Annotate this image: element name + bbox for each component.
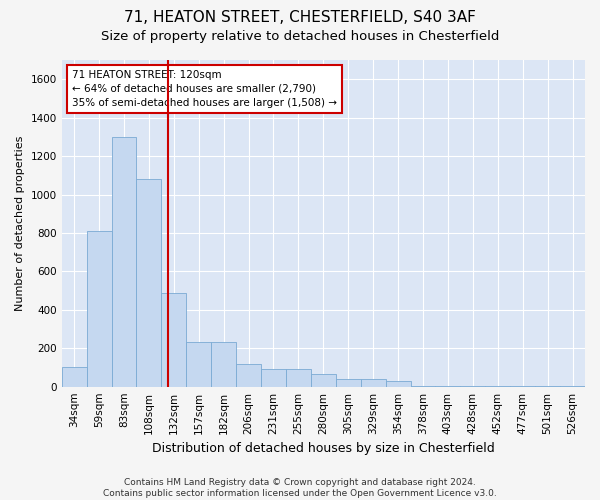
Text: 71 HEATON STREET: 120sqm
← 64% of detached houses are smaller (2,790)
35% of sem: 71 HEATON STREET: 120sqm ← 64% of detach…: [72, 70, 337, 108]
Bar: [361, 379, 386, 386]
Bar: [311, 374, 336, 386]
Y-axis label: Number of detached properties: Number of detached properties: [15, 136, 25, 311]
Bar: [186, 342, 211, 386]
Bar: [336, 379, 361, 386]
Bar: [112, 137, 136, 386]
Bar: [286, 370, 311, 386]
X-axis label: Distribution of detached houses by size in Chesterfield: Distribution of detached houses by size …: [152, 442, 495, 455]
Bar: [136, 179, 161, 386]
Text: Size of property relative to detached houses in Chesterfield: Size of property relative to detached ho…: [101, 30, 499, 43]
Bar: [62, 368, 86, 386]
Text: Contains HM Land Registry data © Crown copyright and database right 2024.
Contai: Contains HM Land Registry data © Crown c…: [103, 478, 497, 498]
Text: 71, HEATON STREET, CHESTERFIELD, S40 3AF: 71, HEATON STREET, CHESTERFIELD, S40 3AF: [124, 10, 476, 25]
Bar: [386, 382, 410, 386]
Bar: [261, 370, 286, 386]
Bar: [86, 231, 112, 386]
Bar: [161, 292, 186, 386]
Bar: [236, 364, 261, 386]
Bar: [211, 342, 236, 386]
